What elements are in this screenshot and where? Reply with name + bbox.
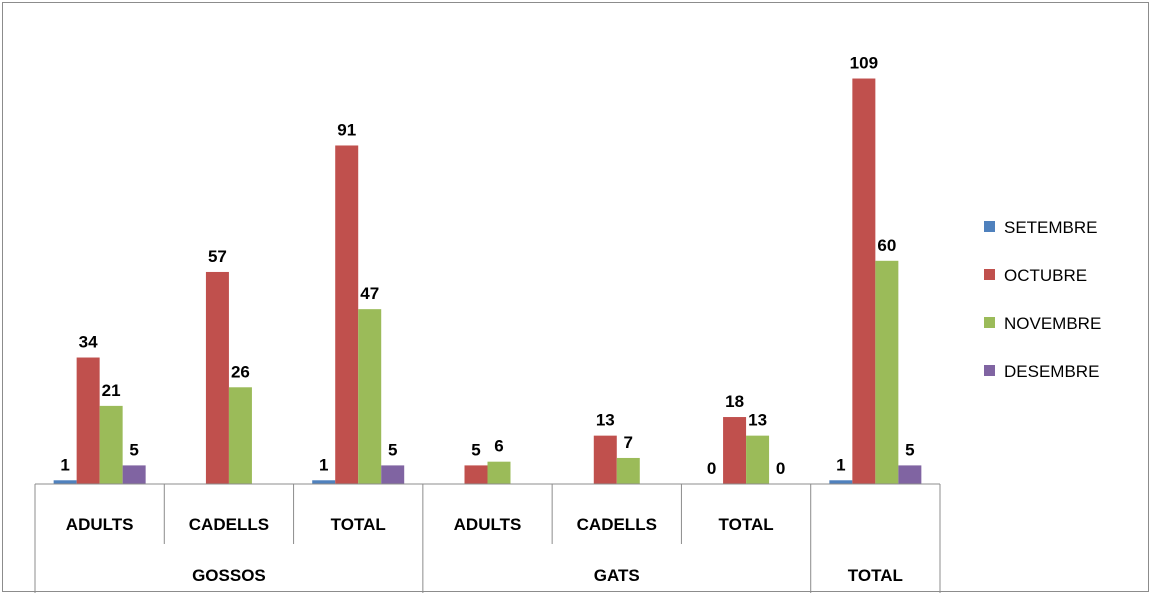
legend-label: NOVEMBRE — [1004, 314, 1101, 333]
bar-novembre — [358, 309, 382, 484]
legend-label: OCTUBRE — [1004, 266, 1087, 285]
bar-desembre — [381, 465, 405, 484]
bar-octubre — [723, 417, 747, 484]
data-label: 1 — [60, 455, 69, 474]
data-label: 0 — [707, 459, 716, 478]
bar-novembre — [228, 387, 252, 484]
bar-novembre — [875, 260, 899, 484]
data-label: 5 — [905, 440, 914, 459]
data-label: 47 — [360, 284, 379, 303]
bar-desembre — [898, 465, 922, 484]
bars-layer — [53, 78, 922, 485]
legend-swatch-desembre — [984, 365, 995, 376]
bar-octubre — [76, 357, 100, 484]
group-label: GOSSOS — [192, 566, 266, 585]
group-label: GATS — [594, 566, 640, 585]
bar-octubre — [852, 78, 876, 485]
data-label: 57 — [208, 247, 227, 266]
data-label: 5 — [388, 440, 397, 459]
legend-label: DESEMBRE — [1004, 362, 1099, 381]
category-label: CADELLS — [189, 515, 269, 534]
bar-octubre — [464, 465, 488, 484]
legend-swatch-octubre — [984, 269, 995, 280]
category-axis: ADULTS CADELLS TOTAL ADULTS CADELLS TOTAL GOSS… — [34, 483, 941, 593]
bar-setembre — [829, 480, 853, 484]
data-label: 6 — [494, 437, 503, 456]
bar-setembre — [312, 480, 336, 484]
legend-swatch-setembre — [984, 221, 995, 232]
data-label: 7 — [624, 433, 633, 452]
data-label: 109 — [850, 54, 878, 73]
data-label: 21 — [102, 381, 121, 400]
category-label: ADULTS — [454, 515, 522, 534]
data-label: 26 — [231, 362, 250, 381]
bar-novembre — [99, 405, 123, 484]
data-label: 5 — [471, 440, 480, 459]
data-label: 13 — [596, 411, 615, 430]
data-label: 91 — [337, 120, 356, 139]
group-label: TOTAL — [848, 566, 903, 585]
data-label: 34 — [79, 333, 98, 352]
data-label: 0 — [776, 459, 785, 478]
category-label: TOTAL — [331, 515, 386, 534]
bar-novembre — [487, 461, 511, 484]
bar-desembre — [122, 465, 146, 484]
bar-novembre — [616, 457, 640, 484]
category-label: CADELLS — [577, 515, 657, 534]
data-label: 1 — [319, 455, 328, 474]
bar-setembre — [53, 480, 77, 484]
bar-octubre — [335, 145, 359, 485]
category-label: ADULTS — [66, 515, 134, 534]
data-label: 13 — [748, 411, 767, 430]
bar-octubre — [593, 435, 617, 484]
data-label: 5 — [129, 440, 138, 459]
legend-label: SETEMBRE — [1004, 218, 1098, 237]
category-label: TOTAL — [719, 515, 774, 534]
legend-swatch-novembre — [984, 317, 995, 328]
legend: SETEMBRE OCTUBRE NOVEMBRE DESEMBRE — [984, 218, 1101, 381]
data-label: 60 — [877, 236, 896, 255]
bar-novembre — [746, 435, 770, 484]
bar-octubre — [205, 271, 229, 484]
data-label: 18 — [725, 392, 744, 411]
data-label: 1 — [836, 455, 845, 474]
